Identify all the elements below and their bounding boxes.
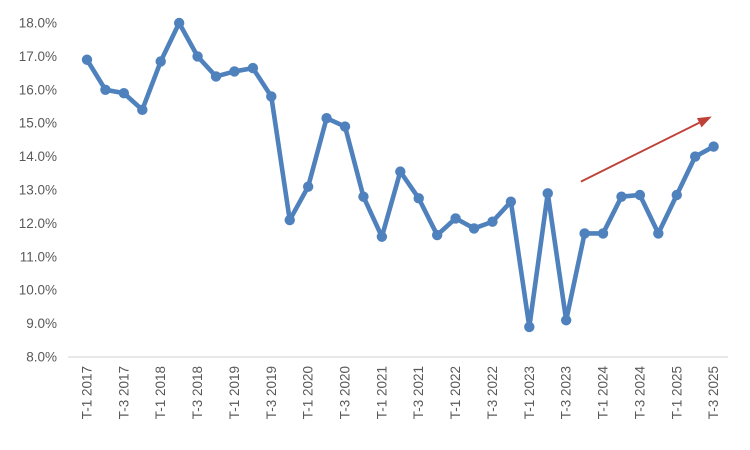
y-axis-tick-label: 18.0% [19, 16, 57, 31]
data-point-marker [358, 191, 369, 202]
data-point-marker [450, 213, 461, 224]
data-point-marker [302, 181, 314, 192]
x-axis-tick-label: T-3 2024 [632, 366, 647, 420]
x-axis-tick-label: T-1 2025 [669, 366, 684, 419]
x-axis-tick-label: T-3 2017 [116, 366, 131, 419]
data-point-marker [634, 189, 646, 201]
data-point-marker [560, 315, 572, 326]
data-point-marker [413, 193, 424, 204]
data-point-marker [247, 62, 259, 74]
x-axis-tick-label: T-1 2023 [522, 366, 537, 419]
x-axis-tick-label: T-1 2019 [227, 366, 242, 419]
x-axis-tick-label: T-3 2025 [706, 366, 721, 419]
x-axis-tick-label: T-1 2020 [301, 366, 316, 419]
data-point-marker [579, 228, 590, 239]
data-point-marker [339, 121, 351, 132]
y-axis-tick-label: 9.0% [26, 316, 57, 331]
x-axis-tick-label: T-1 2022 [448, 366, 463, 419]
data-point-marker [210, 71, 222, 82]
data-point-marker [689, 151, 701, 162]
x-axis-tick-label: T-3 2019 [264, 366, 279, 419]
data-point-marker [173, 17, 185, 29]
data-point-marker [431, 229, 443, 241]
y-axis-tick-label: 10.0% [19, 283, 57, 298]
data-point-marker [653, 228, 664, 239]
upward-trend-arrow-shaft [580, 121, 700, 183]
data-point-marker [542, 188, 553, 199]
data-point-marker [81, 54, 93, 65]
x-axis-tick-label: T-3 2020 [338, 366, 353, 419]
data-point-marker [100, 84, 111, 96]
data-point-marker [376, 231, 388, 242]
data-point-marker [266, 91, 277, 102]
y-axis-tick-label: 13.0% [19, 183, 57, 198]
x-axis-tick-label: T-1 2024 [596, 366, 611, 420]
x-axis-tick-label: T-1 2017 [80, 366, 95, 419]
upward-trend-arrow-head [696, 116, 712, 128]
x-axis-tick-label: T-3 2018 [190, 366, 205, 419]
data-point-marker [321, 112, 332, 124]
x-axis-tick-label: T-3 2021 [411, 366, 426, 419]
data-point-marker [137, 104, 148, 116]
x-axis-tick-label: T-1 2018 [153, 366, 168, 419]
data-point-marker [505, 196, 517, 207]
x-axis-tick-label: T-3 2022 [485, 366, 500, 419]
data-point-marker [118, 87, 130, 99]
data-point-marker [192, 51, 203, 62]
y-axis-tick-label: 11.0% [20, 249, 57, 264]
data-point-marker [229, 66, 240, 77]
y-axis-tick-label: 15.0% [19, 116, 57, 131]
x-axis-tick-label: T-3 2023 [559, 366, 574, 419]
data-point-marker [524, 321, 535, 333]
y-axis-tick-label: 16.0% [19, 82, 57, 97]
data-point-marker [155, 56, 166, 67]
x-axis-tick-label: T-1 2021 [374, 366, 389, 419]
y-axis-tick-label: 17.0% [19, 49, 57, 64]
y-axis-tick-label: 14.0% [19, 149, 57, 164]
data-point-marker [708, 141, 719, 152]
y-axis-tick-label: 12.0% [19, 216, 57, 231]
data-point-marker [284, 214, 295, 226]
data-point-marker [395, 166, 406, 177]
data-point-marker [597, 228, 609, 239]
data-point-marker [487, 216, 498, 227]
data-point-marker [468, 223, 480, 234]
data-point-marker [671, 189, 682, 201]
y-axis-tick-label: 8.0% [26, 350, 57, 365]
data-point-marker [616, 191, 627, 202]
